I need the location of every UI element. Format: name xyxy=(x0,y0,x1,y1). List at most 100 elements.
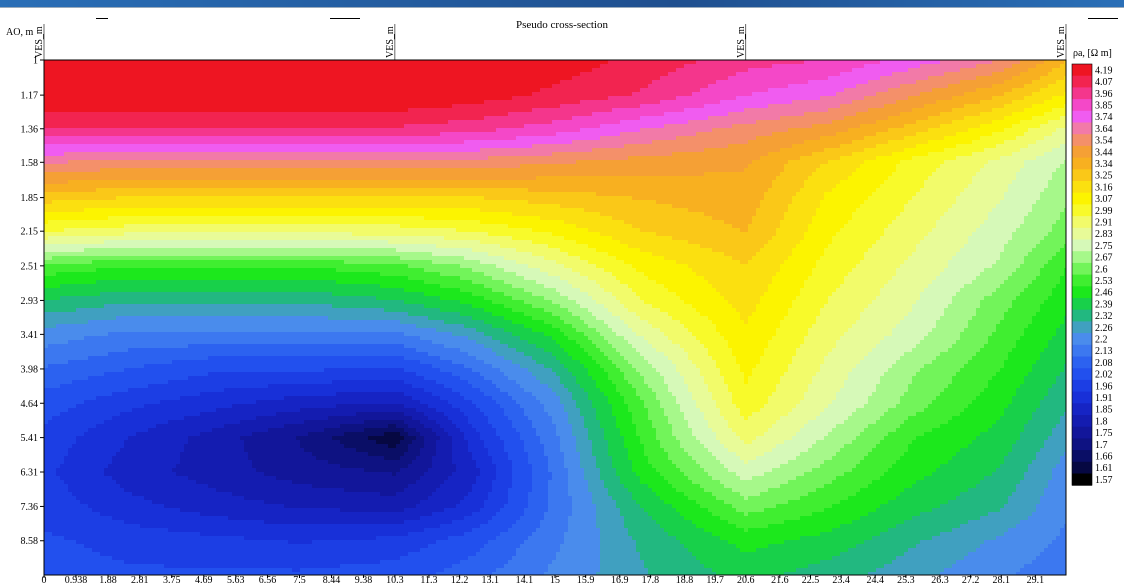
contour-cell xyxy=(1012,108,1017,113)
contour-cell xyxy=(740,88,745,93)
contour-cell xyxy=(280,116,285,121)
contour-cell xyxy=(736,120,741,125)
contour-cell xyxy=(716,132,721,137)
contour-cell xyxy=(64,120,69,125)
contour-cell xyxy=(920,68,925,73)
contour-cell xyxy=(140,120,145,125)
contour-cell xyxy=(868,84,873,89)
contour-cell xyxy=(700,64,705,69)
contour-cell xyxy=(92,128,97,133)
contour-cell xyxy=(924,68,929,73)
contour-cell xyxy=(656,128,661,133)
contour-cell xyxy=(724,100,729,105)
contour-cell xyxy=(680,64,685,69)
contour-cell xyxy=(1044,132,1049,137)
contour-cell xyxy=(244,128,249,133)
contour-cell xyxy=(644,84,649,89)
contour-cell xyxy=(932,68,937,73)
contour-cell xyxy=(560,60,565,65)
contour-cell xyxy=(840,76,845,81)
contour-cell xyxy=(872,84,877,89)
contour-cell xyxy=(200,104,205,109)
contour-cell xyxy=(560,64,565,69)
contour-cell xyxy=(876,96,881,101)
contour-cell xyxy=(984,68,989,73)
contour-cell xyxy=(692,96,697,101)
contour-cell xyxy=(880,76,885,81)
contour-cell xyxy=(612,80,617,85)
contour-cell xyxy=(236,88,241,93)
contour-cell xyxy=(900,128,905,133)
contour-cell xyxy=(208,76,213,81)
contour-cell xyxy=(936,116,941,121)
contour-cell xyxy=(988,112,993,117)
contour-cell xyxy=(1040,112,1045,117)
contour-cell xyxy=(688,100,693,105)
contour-cell xyxy=(64,96,69,101)
contour-cell xyxy=(444,84,449,89)
contour-cell xyxy=(208,88,213,93)
contour-cell xyxy=(116,100,121,105)
contour-cell xyxy=(384,116,389,121)
contour-cell xyxy=(984,92,989,97)
contour-cell xyxy=(676,68,681,73)
contour-cell xyxy=(64,136,69,141)
contour-cell xyxy=(544,104,549,109)
contour-cell xyxy=(88,60,93,65)
contour-cell xyxy=(768,84,773,89)
contour-cell xyxy=(568,92,573,97)
contour-cell xyxy=(428,132,433,137)
contour-cell xyxy=(752,120,757,125)
contour-cell xyxy=(220,64,225,69)
contour-cell xyxy=(124,100,129,105)
contour-cell xyxy=(376,104,381,109)
contour-cell xyxy=(812,72,817,77)
contour-cell xyxy=(692,128,697,133)
contour-cell xyxy=(1060,112,1065,117)
contour-cell xyxy=(72,116,77,121)
contour-cell xyxy=(764,68,769,73)
contour-cell xyxy=(444,64,449,69)
contour-cell xyxy=(464,104,469,109)
contour-cell xyxy=(148,108,153,113)
contour-cell xyxy=(220,72,225,77)
contour-cell xyxy=(1028,92,1033,97)
contour-cell xyxy=(60,104,65,109)
contour-cell xyxy=(716,104,721,109)
contour-cell xyxy=(324,72,329,77)
contour-cell xyxy=(144,116,149,121)
contour-cell xyxy=(444,108,449,113)
contour-cell xyxy=(136,92,141,97)
contour-cell xyxy=(96,92,101,97)
contour-cell xyxy=(544,72,549,77)
contour-cell xyxy=(660,112,665,117)
contour-cell xyxy=(804,108,809,113)
contour-cell xyxy=(336,84,341,89)
contour-cell xyxy=(512,92,517,97)
contour-cell xyxy=(800,92,805,97)
contour-cell xyxy=(600,76,605,81)
contour-cell xyxy=(272,116,277,121)
contour-cell xyxy=(592,92,597,97)
contour-cell xyxy=(456,120,461,125)
contour-cell xyxy=(68,100,73,105)
contour-cell xyxy=(692,100,697,105)
contour-cell xyxy=(640,128,645,133)
contour-cell xyxy=(908,64,913,69)
contour-cell xyxy=(1008,128,1013,133)
contour-cell xyxy=(712,96,717,101)
contour-cell xyxy=(128,112,133,117)
contour-cell xyxy=(972,88,977,93)
contour-cell xyxy=(820,132,825,137)
contour-cell xyxy=(712,84,717,89)
contour-cell xyxy=(916,92,921,97)
contour-cell xyxy=(780,112,785,117)
contour-cell xyxy=(732,132,737,137)
contour-cell xyxy=(616,84,621,89)
contour-cell xyxy=(1028,132,1033,137)
contour-cell xyxy=(240,100,245,105)
contour-cell xyxy=(964,104,969,109)
contour-cell xyxy=(56,112,61,117)
contour-cell xyxy=(912,120,917,125)
contour-cell xyxy=(1044,112,1049,117)
